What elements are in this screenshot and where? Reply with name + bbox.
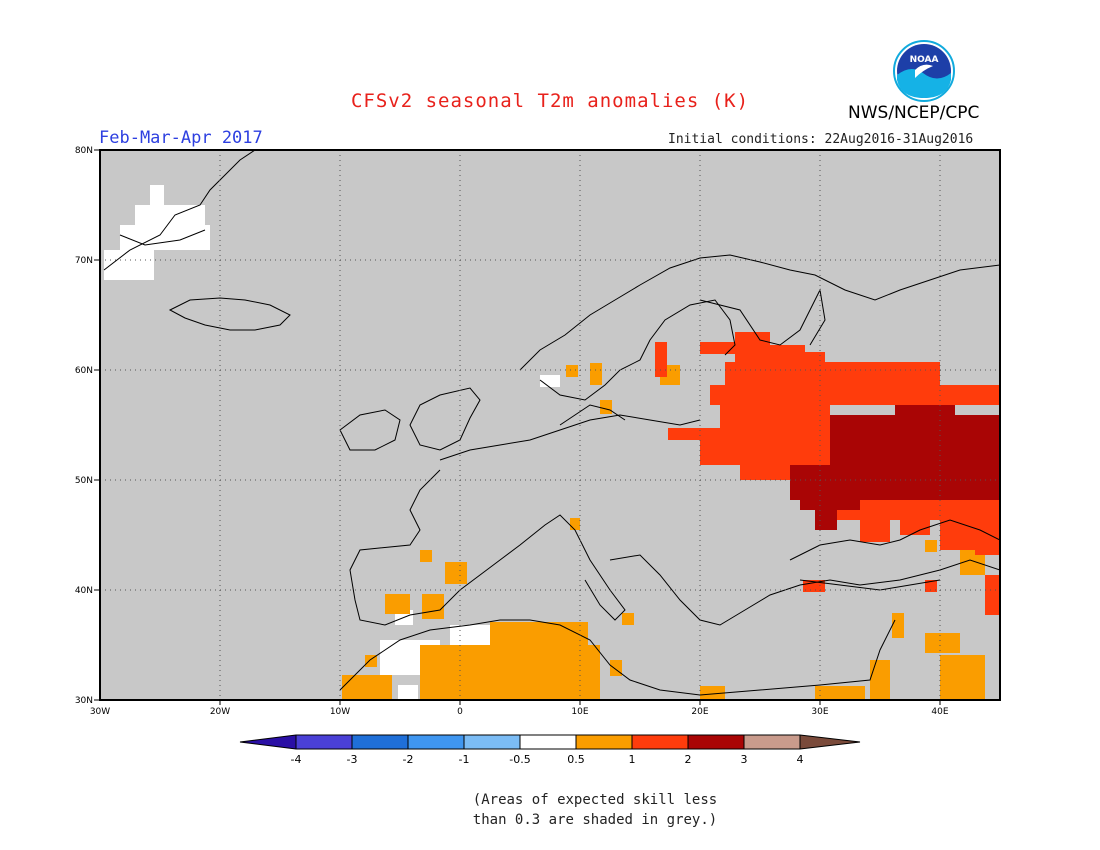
colorbar-label: 1	[629, 753, 636, 766]
noaa-logo: NOAA	[893, 40, 955, 102]
lon-label: 40E	[931, 707, 948, 717]
colorbar-label: -3	[347, 753, 358, 766]
lat-label: 30N	[75, 696, 93, 706]
colorbar-swatch	[632, 735, 688, 749]
colorbar-swatch	[688, 735, 744, 749]
season-label: Feb-Mar-Apr 2017	[99, 128, 263, 148]
colorbar-swatch	[408, 735, 464, 749]
colorbar-label: 0.5	[567, 753, 585, 766]
colorbar-swatch	[800, 735, 860, 749]
colorbar-label: -1	[459, 753, 470, 766]
colorbar-swatch	[352, 735, 408, 749]
aegean-anatolia-coast	[609, 554, 1000, 626]
baltic-coast	[559, 404, 626, 426]
ireland-outline	[339, 409, 401, 451]
chart-title: CFSv2 seasonal T2m anomalies (K)	[350, 90, 750, 112]
colorbar-label: 2	[685, 753, 692, 766]
skill-note-line: (Areas of expected skill less	[472, 792, 718, 808]
logo-text: NOAA	[910, 55, 939, 65]
initial-conditions-label: Initial conditions: 22Aug2016-31Aug2016	[668, 132, 974, 147]
colorbar-swatch	[576, 735, 632, 749]
colorbar-label: -4	[291, 753, 302, 766]
redorange-anomaly-cells	[655, 332, 1000, 615]
scandinavia-north-coast	[519, 254, 1000, 371]
map-frame	[99, 149, 1001, 701]
colorbar-label: -0.5	[509, 753, 530, 766]
black-sea-south-coast	[799, 579, 941, 591]
coastlines	[103, 150, 1000, 696]
lat-label: 70N	[75, 256, 93, 266]
map-background	[100, 150, 1000, 700]
black-sea-north-coast	[789, 519, 1000, 561]
great-britain-outline	[409, 387, 481, 451]
orange-anomaly-cells	[342, 363, 985, 700]
lon-label: 20W	[210, 707, 230, 717]
lat-label: 80N	[75, 146, 93, 156]
colorbar-labels: -4 -3 -2 -1 -0.5 0.5 1 2 3 4	[291, 753, 804, 766]
lon-label: 30E	[811, 707, 828, 717]
scandinavia-outline	[539, 299, 736, 401]
agency-label: NWS/NCEP/CPC	[848, 103, 980, 123]
lat-label: 60N	[75, 366, 93, 376]
colorbar-swatch	[520, 735, 576, 749]
skill-note-line: than 0.3 are shaded in grey.)	[472, 812, 718, 828]
anomaly-layer	[104, 185, 1000, 700]
colorbar-swatch	[744, 735, 800, 749]
lon-labels: 30W 20W 10W 0 10E 20E 30E 40E	[90, 707, 949, 717]
lat-label: 40N	[75, 586, 93, 596]
colorbar-label: 4	[797, 753, 804, 766]
colorbar	[239, 734, 861, 750]
lon-label: 10W	[330, 707, 350, 717]
iceland-outline	[168, 297, 291, 331]
lat-ticks	[94, 149, 100, 701]
lon-label: 10E	[571, 707, 588, 717]
north-sea-coast	[439, 414, 701, 461]
north-africa-coast	[339, 619, 896, 696]
lon-label: 0	[457, 707, 463, 717]
lon-label: 20E	[691, 707, 708, 717]
skill-note: (Areas of expected skill less than 0.3 a…	[440, 790, 750, 830]
white-anomaly-cells	[104, 185, 560, 700]
iberia-italy-coast	[349, 469, 626, 626]
colorbar-swatch	[240, 735, 296, 749]
colorbar-label: 3	[741, 753, 748, 766]
finland-outline	[699, 288, 826, 346]
lon-ticks	[219, 700, 941, 705]
colorbar-swatch	[296, 735, 352, 749]
colorbar-swatch	[464, 735, 520, 749]
lon-label: 30W	[90, 707, 110, 717]
darkred-anomaly-cells	[790, 405, 1000, 530]
lat-label: 50N	[75, 476, 93, 486]
lat-labels: 80N 70N 60N 50N 40N 30N	[75, 146, 93, 706]
graticule	[100, 150, 1000, 700]
colorbar-label: -2	[403, 753, 414, 766]
